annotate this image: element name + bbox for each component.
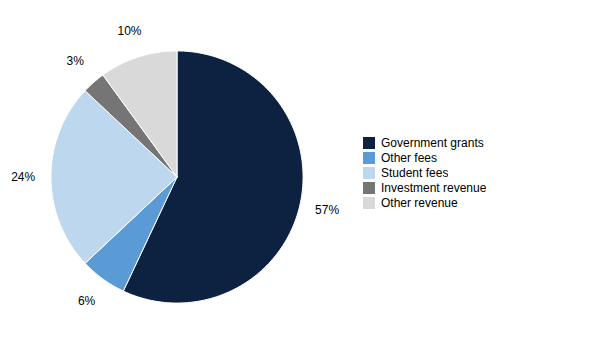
html-text:Other revenue: Other revenue bbox=[381, 196, 458, 210]
svg-text:6%: 6% bbox=[78, 294, 96, 308]
html-text:Student fees: Student fees bbox=[381, 166, 449, 180]
html-text:Investment revenue: Investment revenue bbox=[381, 181, 487, 195]
html-text:Government grants: Government grants bbox=[381, 136, 484, 150]
html-text:Other fees: Other fees bbox=[381, 151, 437, 165]
svg-text:57%: 57% bbox=[315, 203, 339, 217]
svg-text:10%: 10% bbox=[117, 24, 141, 38]
svg-text:3%: 3% bbox=[67, 54, 85, 68]
svg-text:24%: 24% bbox=[11, 170, 35, 184]
